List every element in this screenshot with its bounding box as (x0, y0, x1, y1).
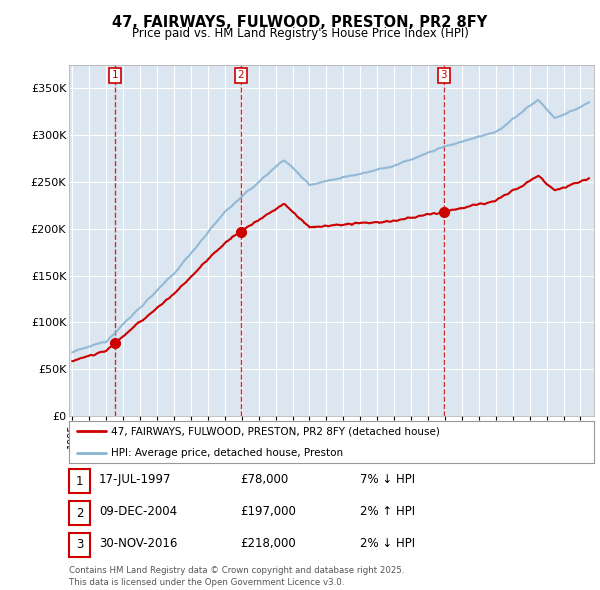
Text: 7% ↓ HPI: 7% ↓ HPI (360, 473, 415, 486)
Text: 3: 3 (440, 70, 447, 80)
Text: £197,000: £197,000 (240, 505, 296, 518)
Text: 47, FAIRWAYS, FULWOOD, PRESTON, PR2 8FY: 47, FAIRWAYS, FULWOOD, PRESTON, PR2 8FY (112, 15, 488, 30)
Text: £78,000: £78,000 (240, 473, 288, 486)
Text: 1: 1 (112, 70, 119, 80)
Text: 2% ↑ HPI: 2% ↑ HPI (360, 505, 415, 518)
Text: 2: 2 (76, 507, 83, 520)
Text: 2: 2 (238, 70, 244, 80)
Text: 30-NOV-2016: 30-NOV-2016 (99, 537, 178, 550)
Text: 17-JUL-1997: 17-JUL-1997 (99, 473, 172, 486)
Text: 2% ↓ HPI: 2% ↓ HPI (360, 537, 415, 550)
Text: Contains HM Land Registry data © Crown copyright and database right 2025.
This d: Contains HM Land Registry data © Crown c… (69, 566, 404, 587)
Text: £218,000: £218,000 (240, 537, 296, 550)
Text: 09-DEC-2004: 09-DEC-2004 (99, 505, 177, 518)
Text: Price paid vs. HM Land Registry's House Price Index (HPI): Price paid vs. HM Land Registry's House … (131, 27, 469, 40)
Text: 1: 1 (76, 475, 83, 488)
Text: 47, FAIRWAYS, FULWOOD, PRESTON, PR2 8FY (detached house): 47, FAIRWAYS, FULWOOD, PRESTON, PR2 8FY … (111, 427, 440, 436)
Text: 3: 3 (76, 539, 83, 552)
Text: HPI: Average price, detached house, Preston: HPI: Average price, detached house, Pres… (111, 448, 343, 457)
